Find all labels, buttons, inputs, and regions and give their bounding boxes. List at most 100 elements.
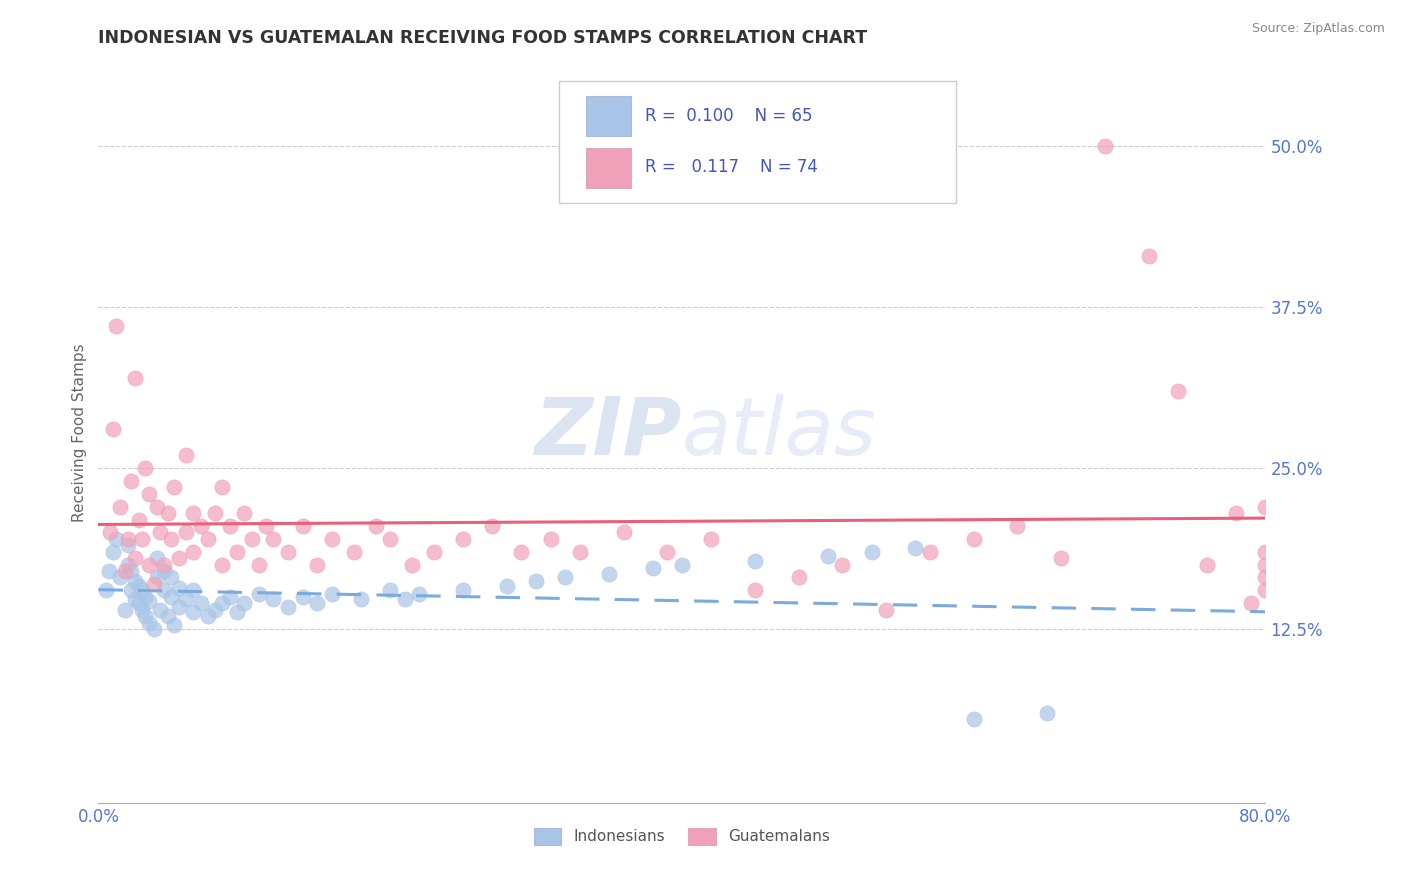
Point (181, 545, 204, 559)
Point (831, 558, 853, 572)
Point (1007, 519, 1029, 533)
Point (211, 596, 233, 610)
Point (1035, 706, 1057, 720)
Point (174, 525, 197, 540)
Point (163, 618, 186, 632)
Point (218, 590, 240, 604)
Point (671, 558, 693, 572)
Point (321, 532, 343, 546)
Point (114, 564, 136, 578)
Point (262, 592, 284, 607)
Point (157, 609, 180, 624)
Point (149, 525, 172, 540)
Point (190, 596, 212, 610)
Point (146, 500, 169, 514)
Point (160, 570, 183, 584)
Point (117, 532, 139, 546)
Text: atlas: atlas (682, 393, 877, 472)
Point (233, 506, 256, 520)
Point (240, 532, 263, 546)
Point (181, 506, 204, 520)
Text: R =   0.117    N = 74: R = 0.117 N = 74 (644, 158, 817, 176)
Point (1240, 596, 1263, 610)
Point (1254, 583, 1277, 598)
Point (247, 587, 270, 601)
Text: INDONESIAN VS GUATEMALAN RECEIVING FOOD STAMPS CORRELATION CHART: INDONESIAN VS GUATEMALAN RECEIVING FOOD … (98, 29, 868, 47)
Point (1094, 139, 1116, 153)
Point (962, 532, 984, 546)
Text: Source: ZipAtlas.com: Source: ZipAtlas.com (1251, 22, 1385, 36)
Point (197, 609, 219, 624)
Point (110, 570, 132, 584)
Point (1195, 558, 1218, 572)
Point (744, 583, 766, 598)
Point (744, 554, 766, 568)
Y-axis label: Receiving Food Stamps: Receiving Food Stamps (72, 343, 87, 522)
Point (128, 596, 150, 610)
Point (291, 519, 314, 533)
Point (277, 600, 299, 615)
Point (174, 592, 197, 607)
Point (138, 558, 160, 572)
Point (167, 600, 190, 615)
Point (254, 519, 277, 533)
Legend: Indonesians, Guatemalans: Indonesians, Guatemalans (527, 822, 837, 851)
Point (1254, 500, 1277, 514)
Point (787, 570, 810, 584)
Point (568, 545, 591, 559)
Point (408, 587, 430, 601)
Point (904, 541, 927, 555)
Point (153, 583, 176, 598)
Point (131, 602, 153, 616)
Point (1254, 570, 1277, 584)
Point (1137, 249, 1160, 263)
Point (138, 593, 160, 607)
Point (401, 558, 423, 572)
Point (350, 592, 373, 607)
Point (110, 500, 132, 514)
Point (218, 519, 240, 533)
Point (128, 579, 150, 593)
Point (247, 558, 270, 572)
Point (226, 605, 249, 619)
Point (117, 558, 139, 572)
Point (174, 448, 197, 462)
Point (167, 551, 190, 566)
Point (101, 422, 124, 436)
Point (423, 545, 446, 559)
Point (343, 545, 366, 559)
Point (510, 545, 533, 559)
Point (496, 579, 519, 593)
Point (817, 549, 839, 563)
Point (149, 602, 172, 616)
Point (157, 506, 180, 520)
Point (860, 545, 883, 559)
Point (163, 480, 186, 494)
Point (104, 532, 127, 546)
Point (641, 561, 664, 575)
Point (451, 583, 474, 598)
Point (481, 519, 503, 533)
Point (1225, 506, 1247, 520)
Point (131, 583, 153, 598)
Point (598, 566, 620, 581)
Point (307, 558, 329, 572)
Point (142, 577, 165, 591)
Point (211, 558, 233, 572)
Point (181, 583, 204, 598)
Point (94, 583, 117, 598)
Point (612, 525, 634, 540)
Point (134, 609, 156, 624)
Bar (586, 96, 630, 136)
Point (124, 592, 146, 607)
Point (160, 590, 183, 604)
Point (1167, 384, 1189, 398)
Point (321, 587, 343, 601)
Point (160, 532, 183, 546)
Point (197, 532, 219, 546)
Point (1254, 545, 1277, 559)
Point (204, 506, 226, 520)
Point (142, 622, 165, 636)
Text: R =  0.100    N = 65: R = 0.100 N = 65 (644, 107, 813, 125)
Point (875, 602, 897, 616)
